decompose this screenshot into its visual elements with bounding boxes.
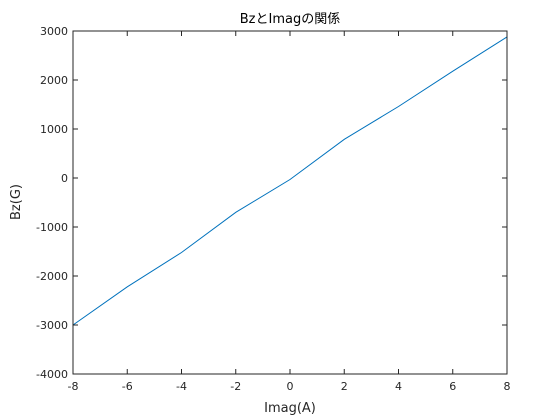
- x-axis-ticks: -8 -6 -4 -2 0 2 4 6 8: [68, 31, 511, 393]
- x-tick-label: 6: [449, 380, 456, 393]
- x-tick-label: 8: [504, 380, 511, 393]
- x-tick-label: 0: [287, 380, 294, 393]
- y-tick-label: 3000: [40, 25, 68, 38]
- y-tick-label: -3000: [36, 319, 68, 332]
- x-tick-label: -4: [176, 380, 187, 393]
- y-tick-label: -4000: [36, 368, 68, 381]
- x-axis-label: Imag(A): [264, 401, 316, 416]
- x-tick-label: -6: [122, 380, 133, 393]
- y-tick-label: 0: [61, 172, 68, 185]
- axes-box: [72, 30, 508, 375]
- series-line: [72, 36, 508, 326]
- y-axis-label: Bz(G): [9, 184, 24, 220]
- y-tick-label: -2000: [36, 270, 68, 283]
- x-tick-label: -2: [230, 380, 241, 393]
- y-tick-label: -1000: [36, 221, 68, 234]
- series-layer: [72, 36, 508, 326]
- x-tick-label: 4: [395, 380, 402, 393]
- x-tick-label: 2: [341, 380, 348, 393]
- y-tick-label: 1000: [40, 123, 68, 136]
- y-tick-label: 2000: [40, 74, 68, 87]
- chart-title: BzとImagの関係: [240, 12, 340, 27]
- plot-area: [73, 31, 507, 374]
- x-tick-label: -8: [68, 380, 79, 393]
